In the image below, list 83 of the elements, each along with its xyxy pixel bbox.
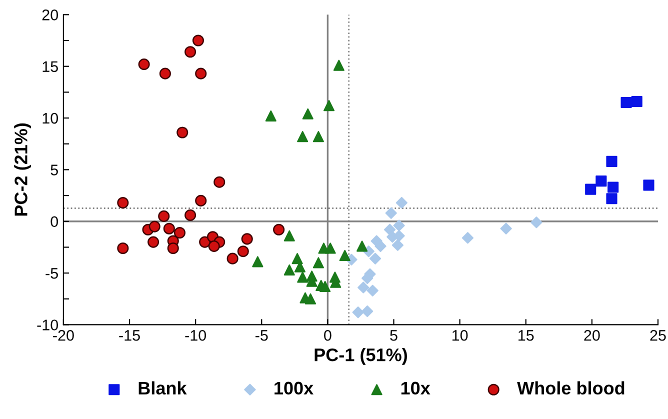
point — [358, 282, 370, 294]
point — [265, 110, 276, 122]
x-tick-label: -20 — [53, 330, 74, 341]
y-tick-label: -5 — [46, 268, 58, 279]
point — [252, 256, 264, 268]
point — [297, 272, 308, 283]
point — [117, 242, 129, 254]
x-tick-label: 15 — [518, 330, 534, 341]
point — [284, 230, 295, 242]
point — [117, 196, 129, 209]
point — [192, 34, 204, 46]
y-tick-label: 20 — [42, 10, 58, 20]
point — [374, 240, 386, 252]
point — [148, 236, 160, 248]
point — [320, 280, 331, 292]
x-tick-label: -15 — [119, 330, 140, 341]
point — [184, 209, 196, 221]
x-tick-label: 0 — [324, 330, 332, 341]
x-tick-label: -5 — [256, 330, 268, 341]
point — [369, 252, 382, 264]
point — [273, 224, 285, 236]
y-axis-title: PC-2 (21%) — [14, 123, 31, 216]
point — [333, 60, 344, 71]
point — [304, 293, 316, 304]
point — [366, 284, 378, 296]
point — [396, 196, 408, 209]
point — [352, 306, 364, 318]
legend-label: Blank — [138, 381, 187, 395]
point — [138, 58, 150, 70]
point — [324, 242, 336, 254]
point — [606, 193, 618, 204]
point — [302, 108, 314, 120]
y-tick-label: 10 — [42, 112, 58, 124]
point — [174, 226, 186, 239]
point — [392, 239, 404, 251]
x-tick-label: 5 — [390, 330, 398, 341]
legend-label: 10x — [401, 382, 430, 395]
point — [226, 252, 238, 264]
point — [596, 176, 607, 187]
x-tick-label: -10 — [185, 330, 206, 341]
point — [530, 216, 542, 228]
point — [356, 240, 368, 252]
point — [148, 220, 160, 232]
point — [585, 184, 596, 195]
legend-label: 100x — [274, 382, 314, 395]
point — [195, 194, 207, 206]
point — [237, 246, 249, 258]
point — [195, 68, 207, 80]
point — [462, 232, 474, 244]
legend-label: Whole blood — [517, 381, 624, 395]
x-axis-title: PC-1 (51%) — [314, 348, 407, 365]
x-tick-label: 25 — [650, 330, 666, 341]
point — [284, 264, 295, 276]
point — [643, 180, 654, 191]
point — [631, 96, 642, 108]
point — [339, 250, 350, 262]
point — [620, 96, 632, 108]
point — [362, 305, 374, 318]
point — [167, 242, 179, 254]
point — [208, 240, 220, 252]
point — [158, 210, 170, 222]
point — [297, 131, 308, 142]
x-tick-label: 20 — [584, 330, 600, 341]
x-tick-label: 10 — [452, 330, 468, 341]
point — [312, 131, 324, 142]
y-tick-label: 5 — [50, 164, 58, 176]
y-tick-label: 15 — [42, 61, 58, 72]
y-tick-label: 0 — [50, 216, 58, 228]
point — [385, 207, 397, 219]
point — [214, 176, 226, 188]
point — [608, 182, 619, 193]
point — [393, 220, 405, 232]
point — [163, 222, 175, 234]
point — [500, 222, 512, 234]
point — [323, 100, 335, 112]
point — [159, 68, 171, 80]
point — [606, 156, 618, 167]
y-tick-label: -10 — [37, 320, 58, 330]
point — [241, 233, 253, 245]
point — [312, 257, 324, 268]
point — [176, 126, 188, 138]
point — [184, 46, 196, 58]
point — [384, 224, 396, 236]
